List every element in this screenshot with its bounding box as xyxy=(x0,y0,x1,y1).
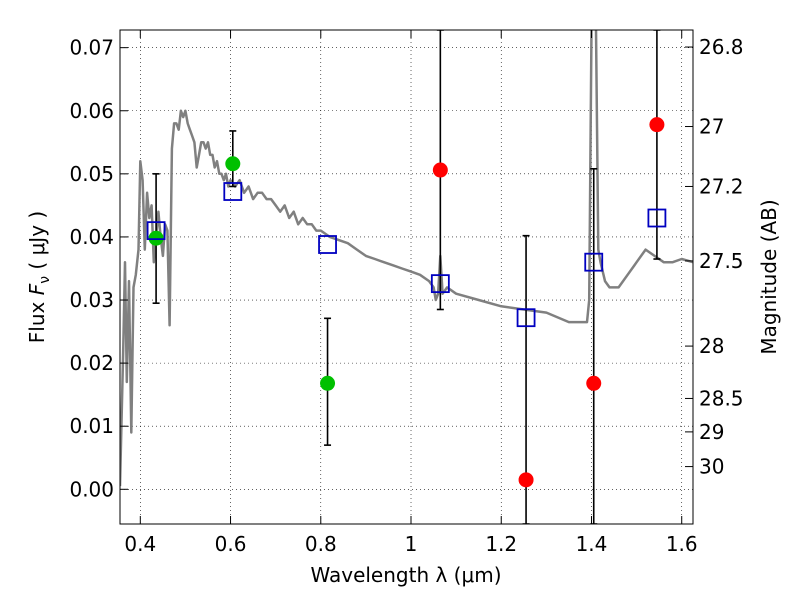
data-point-square xyxy=(647,208,667,228)
data-markers xyxy=(146,117,667,488)
data-point-square xyxy=(516,308,536,328)
data-point-square xyxy=(146,221,166,241)
data-point-circle xyxy=(320,375,336,391)
y-tick-label: 0.07 xyxy=(69,36,114,60)
y-tick-label: 0.01 xyxy=(69,414,114,438)
right-tick-label: 26.8 xyxy=(699,35,744,59)
x-tick-label: 1.6 xyxy=(666,532,698,556)
x-tick-label: 0.4 xyxy=(124,532,156,556)
data-point-square xyxy=(430,274,450,294)
plot-frame xyxy=(119,29,694,525)
data-point-circle xyxy=(225,156,241,172)
data-point-circle xyxy=(518,472,534,488)
right-tick-label: 28 xyxy=(699,334,724,358)
data-point-square xyxy=(584,252,604,272)
right-tick-label: 30 xyxy=(699,455,724,479)
data-point-square xyxy=(318,235,337,254)
y-tick-label: 0.05 xyxy=(69,162,114,186)
y-tick-label: 0.00 xyxy=(69,477,114,501)
data-point-circle xyxy=(586,375,602,391)
x-axis-label: Wavelength λ (μm) xyxy=(310,563,501,587)
right-tick-label: 29 xyxy=(699,420,724,444)
x-tick-label: 1.2 xyxy=(485,532,517,556)
axis-ticks: 0.4 0.6 0.8 1 1.2 1.4 1.6 0.00 0.01 0.02 0.03 0.04 0… xyxy=(69,30,744,556)
data-point-circle xyxy=(649,117,665,133)
right-axis-label: Magnitude (AB) xyxy=(757,199,781,354)
right-tick-label: 27.2 xyxy=(699,174,744,198)
x-tick-label: 0.8 xyxy=(305,532,337,556)
data-point-square xyxy=(223,182,243,201)
x-tick-label: 1.4 xyxy=(576,532,608,556)
x-tick-label: 0.6 xyxy=(215,532,247,556)
y-tick-label: 0.02 xyxy=(69,351,114,375)
data-point-circle xyxy=(432,162,448,178)
plot-background xyxy=(120,30,693,524)
y-tick-label: 0.03 xyxy=(69,288,114,312)
data-point-circle xyxy=(148,230,164,246)
y-axis-label: Flux Fν ( μJy ) xyxy=(25,211,53,343)
x-tick-label: 1 xyxy=(405,532,418,556)
y-tick-label: 0.04 xyxy=(69,225,114,249)
y-tick-label: 0.06 xyxy=(69,99,114,123)
right-tick-label: 28.5 xyxy=(699,386,744,410)
right-tick-label: 27 xyxy=(699,115,724,139)
right-tick-label: 27.5 xyxy=(699,249,744,273)
